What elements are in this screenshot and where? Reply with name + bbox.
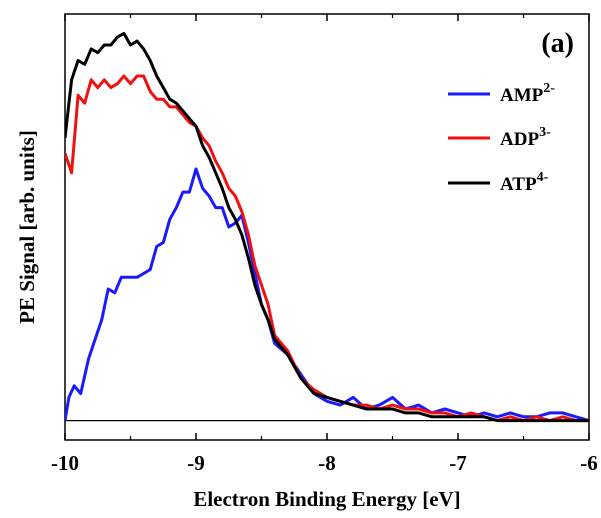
x-axis-ticks: -10 -9 -8 -7 -6 — [51, 14, 598, 475]
legend-charge: 4- — [537, 170, 549, 185]
legend-charge: 2- — [543, 81, 555, 96]
legend-label-atp: ATP4- — [500, 170, 549, 195]
x-tick-label: -6 — [580, 451, 598, 475]
x-tick-label: -10 — [51, 451, 79, 475]
series-line-amp — [65, 167, 589, 423]
series-line-atp — [65, 31, 589, 423]
x-tick-label: -8 — [318, 451, 336, 475]
legend-label-adp: ADP3- — [500, 125, 551, 150]
series-layer — [65, 31, 589, 423]
legend: AMP2- ADP3- ATP4- — [448, 81, 555, 195]
y-axis-title: PE Signal [arb. units] — [15, 130, 39, 324]
legend-label-amp: AMP2- — [500, 81, 555, 106]
legend-charge: 3- — [539, 125, 551, 140]
series-line-adp — [65, 74, 589, 423]
x-axis-title: Electron Binding Energy [eV] — [193, 487, 460, 511]
x-tick-label: -9 — [187, 451, 205, 475]
x-tick-label: -7 — [449, 451, 467, 475]
panel-label: (a) — [541, 28, 574, 59]
